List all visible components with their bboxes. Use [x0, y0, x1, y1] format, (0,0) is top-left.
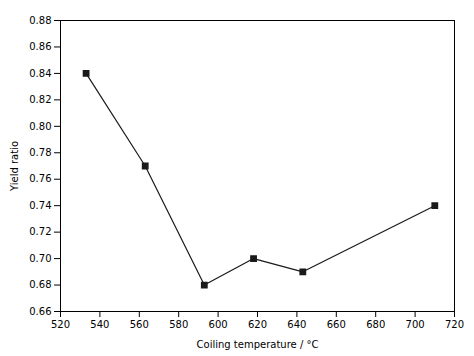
- svg-text:660: 660: [327, 319, 346, 330]
- svg-text:0.86: 0.86: [29, 41, 51, 52]
- svg-text:600: 600: [209, 319, 228, 330]
- svg-text:0.84: 0.84: [29, 68, 51, 79]
- svg-text:0.80: 0.80: [29, 121, 51, 132]
- svg-text:Yield ratio: Yield ratio: [9, 141, 20, 192]
- svg-text:580: 580: [169, 319, 188, 330]
- svg-text:540: 540: [90, 319, 109, 330]
- svg-text:0.78: 0.78: [29, 147, 51, 158]
- svg-text:0.88: 0.88: [29, 15, 51, 26]
- svg-text:0.76: 0.76: [29, 173, 51, 184]
- svg-text:0.70: 0.70: [29, 253, 51, 264]
- svg-text:700: 700: [406, 319, 425, 330]
- svg-text:560: 560: [130, 319, 149, 330]
- svg-text:0.66: 0.66: [29, 306, 51, 317]
- svg-text:0.82: 0.82: [29, 94, 51, 105]
- svg-text:640: 640: [287, 319, 306, 330]
- svg-text:0.68: 0.68: [29, 279, 51, 290]
- svg-text:680: 680: [366, 319, 385, 330]
- svg-text:Coiling temperature / °C: Coiling temperature / °C: [197, 339, 319, 350]
- svg-text:0.72: 0.72: [29, 226, 51, 237]
- svg-text:620: 620: [248, 319, 267, 330]
- svg-text:720: 720: [445, 319, 464, 330]
- svg-text:0.74: 0.74: [29, 200, 51, 211]
- svg-text:520: 520: [51, 319, 70, 330]
